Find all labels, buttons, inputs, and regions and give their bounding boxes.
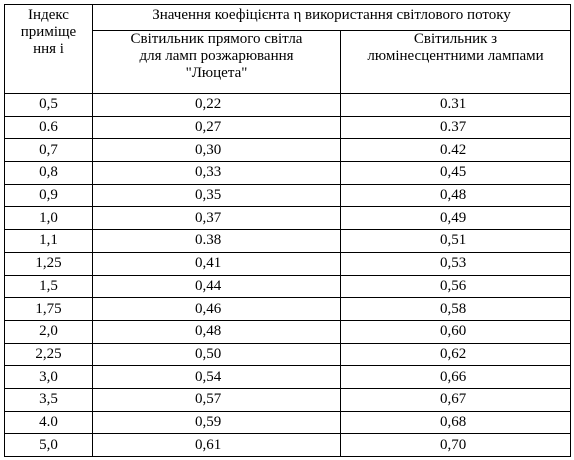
table-cell: 0,51 bbox=[339, 229, 572, 253]
table-cell: 0,70 bbox=[339, 433, 572, 457]
table-row: 4.0 0,59 0,68 bbox=[4, 410, 572, 435]
table-cell: 0,9 bbox=[4, 183, 93, 208]
table-cell: 0,59 bbox=[92, 410, 341, 435]
table-cell: 1,25 bbox=[4, 251, 93, 276]
table-cell: 0,50 bbox=[92, 342, 341, 367]
table-cell: 0,7 bbox=[4, 138, 93, 163]
table-cell: 0,48 bbox=[339, 183, 572, 208]
table-cell: 1,1 bbox=[4, 229, 93, 253]
table-cell: 0.37 bbox=[339, 115, 572, 140]
table-cell: 1,0 bbox=[4, 206, 93, 231]
table-cell: 0,67 bbox=[339, 387, 572, 412]
table-cell: 0,22 bbox=[92, 93, 341, 117]
table-cell: 3,5 bbox=[4, 387, 93, 412]
table-cell: 0,66 bbox=[339, 365, 572, 389]
table-cell: 0,61 bbox=[92, 433, 341, 457]
table-cell: 0,37 bbox=[92, 206, 341, 231]
table-row: 1,1 0.38 0,51 bbox=[4, 229, 572, 253]
table-row: 1,75 0,46 0,58 bbox=[4, 297, 572, 321]
table-cell: 1,75 bbox=[4, 297, 93, 321]
table-cell: 0,57 bbox=[92, 387, 341, 412]
table-row: 0.6 0,27 0.37 bbox=[4, 115, 572, 140]
table-row: 3,0 0,54 0,66 bbox=[4, 365, 572, 389]
group-header: Значення коефіцієнта η використання світ… bbox=[91, 4, 572, 31]
table-row: 1,5 0,44 0,56 bbox=[4, 274, 572, 299]
table-cell: 0,46 bbox=[92, 297, 341, 321]
table-cell: 0.31 bbox=[339, 93, 572, 117]
table-cell: 0,8 bbox=[4, 161, 93, 185]
table-cell: 0,62 bbox=[339, 342, 572, 367]
table-cell: 2,25 bbox=[4, 342, 93, 367]
table-cell: 0,44 bbox=[92, 274, 341, 299]
table-cell: 0,48 bbox=[92, 319, 341, 344]
table-row: 1,0 0,37 0,49 bbox=[4, 206, 572, 231]
table-cell: 0,53 bbox=[339, 251, 572, 276]
table-cell: 0,58 bbox=[339, 297, 572, 321]
table-row: 1,25 0,41 0,53 bbox=[4, 251, 572, 276]
table-cell: 0,33 bbox=[92, 161, 341, 185]
table-row: 0,7 0,30 0.42 bbox=[4, 138, 572, 163]
table-cell: 0,68 bbox=[339, 410, 572, 435]
coefficient-table: Індекс приміще ння і Значення коефіцієнт… bbox=[4, 4, 572, 457]
table-cell: 0.6 bbox=[4, 115, 93, 140]
table-row: 0,5 0,22 0.31 bbox=[4, 93, 572, 117]
table-cell: 0,5 bbox=[4, 93, 93, 117]
col-header: Світильник прямого світла для ламп розжа… bbox=[92, 30, 341, 94]
table-body: 0,5 0,22 0.31 0.6 0,27 0.37 0,7 0,30 0.42 0,8 0,33… bbox=[4, 93, 572, 457]
table-cell: 0,41 bbox=[92, 251, 341, 276]
table-cell: 1,5 bbox=[4, 274, 93, 299]
table-row: 2,0 0,48 0,60 bbox=[4, 319, 572, 344]
table-row: 3,5 0,57 0,67 bbox=[4, 387, 572, 412]
table-row: 0,9 0,35 0,48 bbox=[4, 183, 572, 208]
table-row: 5,0 0,61 0,70 bbox=[4, 433, 572, 457]
index-header: Індекс приміще ння і bbox=[4, 4, 93, 94]
table-row: 2,25 0,50 0,62 bbox=[4, 342, 572, 367]
table-cell: 0,49 bbox=[339, 206, 572, 231]
table-cell: 0.38 bbox=[92, 229, 341, 253]
table-cell: 0,56 bbox=[339, 274, 572, 299]
table-cell: 0,45 bbox=[339, 161, 572, 185]
table-cell: 0,60 bbox=[339, 319, 572, 344]
table-cell: 2,0 bbox=[4, 319, 93, 344]
table-cell: 0,54 bbox=[92, 365, 341, 389]
table-cell: 0,27 bbox=[92, 115, 341, 140]
table-cell: 0,30 bbox=[92, 138, 341, 163]
table-cell: 3,0 bbox=[4, 365, 93, 389]
col-header: Світильник з люмінесцентними лампами bbox=[339, 30, 572, 94]
table-row: 0,8 0,33 0,45 bbox=[4, 161, 572, 185]
table-cell: 0,35 bbox=[92, 183, 341, 208]
table-cell: 5,0 bbox=[4, 433, 93, 457]
table-cell: 0.42 bbox=[339, 138, 572, 163]
table-cell: 4.0 bbox=[4, 410, 93, 435]
